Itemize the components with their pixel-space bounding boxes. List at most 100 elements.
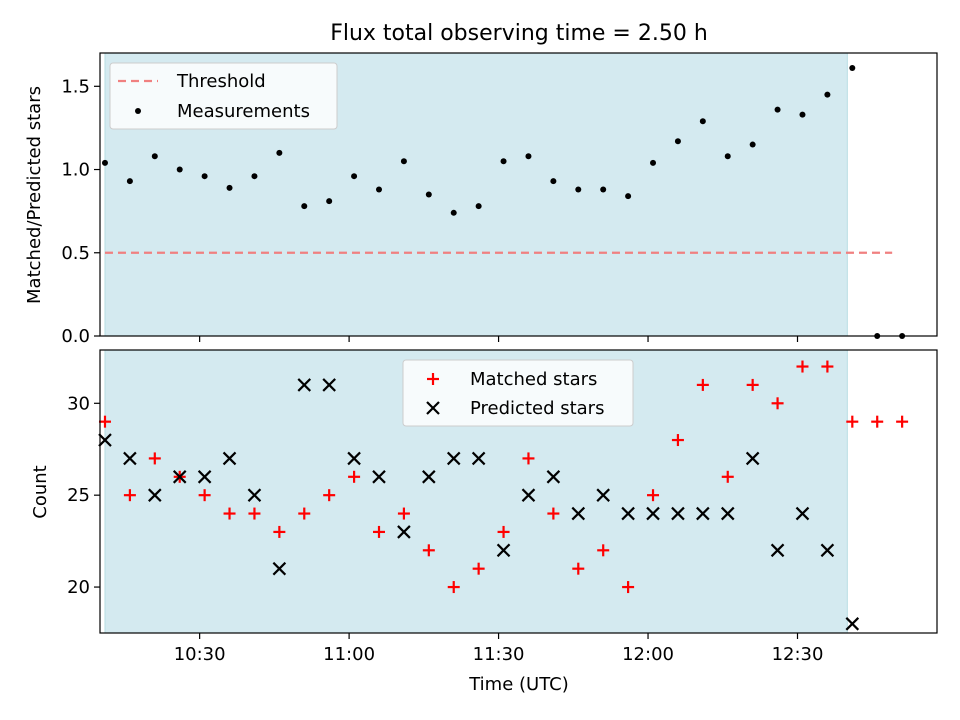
legend-matched-label: Matched stars xyxy=(470,369,597,390)
data-point xyxy=(471,451,486,466)
y-tick-label: 1.5 xyxy=(61,76,90,97)
data-point xyxy=(297,378,312,392)
y-tick-label: 20 xyxy=(67,577,90,598)
data-point xyxy=(724,153,731,160)
y-tick-label: 25 xyxy=(67,485,90,506)
x-axis-label: Time (UTC) xyxy=(468,674,569,695)
data-point xyxy=(696,506,710,521)
data-point xyxy=(201,173,208,180)
data-point xyxy=(720,506,735,521)
data-point xyxy=(647,489,660,502)
data-point xyxy=(176,166,183,173)
bottom-axes-frame xyxy=(99,349,938,634)
data-point xyxy=(671,434,684,447)
data-point xyxy=(770,543,785,558)
data-point xyxy=(475,203,482,210)
data-point xyxy=(699,118,706,125)
data-point xyxy=(600,186,607,193)
data-point xyxy=(123,489,136,502)
data-point xyxy=(251,173,258,180)
data-point xyxy=(596,488,610,502)
data-point xyxy=(799,111,806,118)
x-tick-label: 12:30 xyxy=(772,644,824,665)
data-point xyxy=(749,141,756,148)
data-point xyxy=(846,415,859,428)
data-point xyxy=(298,507,311,520)
series-matched-stars xyxy=(98,360,909,594)
data-point xyxy=(575,186,582,193)
data-point xyxy=(123,451,137,466)
data-point xyxy=(101,159,108,166)
data-point xyxy=(151,153,158,160)
data-point xyxy=(771,397,784,410)
legend-measurements-label: Measurements xyxy=(177,101,310,122)
data-point xyxy=(746,378,759,391)
data-point xyxy=(550,178,557,185)
bottom-x-ticks: 10:30 11:00 11:30 12:00 12:30 xyxy=(174,633,824,665)
data-point xyxy=(248,507,261,520)
bottom-y-axis-label: Count xyxy=(30,465,51,518)
data-point xyxy=(301,203,308,210)
top-x-ticks xyxy=(199,336,799,342)
legend-predicted-label: Predicted stars xyxy=(470,398,604,419)
bottom-legend-box xyxy=(402,359,634,427)
data-point xyxy=(223,507,236,520)
data-point xyxy=(496,543,511,558)
data-point xyxy=(351,173,358,180)
data-point xyxy=(348,470,361,483)
data-point xyxy=(625,193,632,200)
top-y-axis-label: Matched/Predicted stars xyxy=(24,86,45,304)
data-point xyxy=(148,488,162,502)
data-point xyxy=(276,149,283,156)
x-tick-label: 12:00 xyxy=(622,644,674,665)
data-point xyxy=(571,506,586,521)
data-point xyxy=(126,178,133,185)
data-point xyxy=(525,153,532,160)
bottom-legend: Matched stars Predicted stars xyxy=(402,359,634,427)
data-point xyxy=(376,186,382,193)
data-point xyxy=(621,506,635,521)
data-point xyxy=(198,489,211,502)
data-point xyxy=(397,525,411,539)
data-point xyxy=(247,488,262,502)
top-legend: Threshold Measurements xyxy=(109,62,338,130)
legend-matched-swatch xyxy=(427,373,439,385)
data-point xyxy=(400,158,407,165)
data-point xyxy=(397,507,410,520)
top-axes-frame xyxy=(99,52,938,337)
y-tick-label: 0.0 xyxy=(61,326,90,347)
data-point xyxy=(322,378,336,392)
data-point xyxy=(323,489,336,502)
bottom-y-ticks: 20 25 30 xyxy=(67,393,100,598)
data-point xyxy=(696,378,709,391)
bottom-plot-area xyxy=(98,349,909,634)
bottom-panel: 20 25 30 10:30 11:00 11:30 12:00 12:30 Count T… xyxy=(30,349,938,695)
x-tick-label: 11:30 xyxy=(473,644,525,665)
data-point xyxy=(326,198,333,205)
data-point xyxy=(347,451,361,466)
data-point xyxy=(849,64,856,71)
data-point xyxy=(824,91,831,98)
chart-title: Flux total observing time = 2.50 h xyxy=(330,21,708,46)
legend-predicted-swatch xyxy=(426,401,440,415)
data-point xyxy=(721,470,734,483)
data-point xyxy=(521,488,536,502)
data-point xyxy=(373,525,385,538)
data-point xyxy=(547,507,560,520)
data-point xyxy=(845,617,860,631)
data-point xyxy=(795,506,810,521)
data-point xyxy=(148,452,161,465)
data-point xyxy=(650,159,657,166)
data-point xyxy=(622,581,635,594)
data-point xyxy=(422,544,435,557)
data-point xyxy=(446,451,461,466)
legend-threshold-label: Threshold xyxy=(176,71,266,92)
top-panel: 0.0 0.5 1.0 1.5 Matched/Predicted stars Thr… xyxy=(24,52,938,347)
data-point xyxy=(98,433,112,447)
data-point xyxy=(447,581,460,594)
y-tick-label: 0.5 xyxy=(61,243,90,264)
data-point xyxy=(572,562,585,575)
data-point xyxy=(197,470,212,484)
data-point xyxy=(450,209,457,216)
data-point xyxy=(226,184,233,191)
